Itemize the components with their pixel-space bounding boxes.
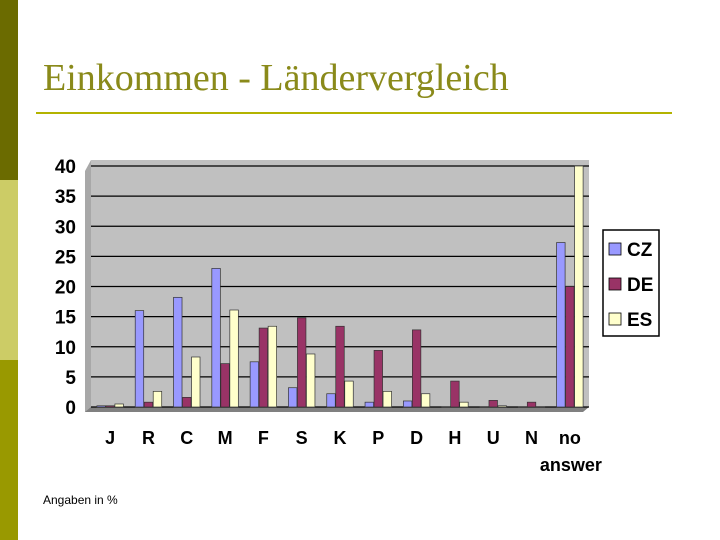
bar-cz-8 (403, 400, 413, 408)
bar-cz-3 (211, 268, 221, 408)
x-tick-label: F (258, 428, 269, 448)
bar-de-2 (182, 397, 192, 408)
bar-cz-1 (134, 310, 145, 408)
bar-de-5 (297, 317, 307, 408)
bar-de-11 (526, 401, 537, 408)
x-tick-label: U (487, 428, 500, 448)
bar-cz-5 (288, 387, 298, 408)
title-underline (36, 112, 672, 114)
legend-swatch-de (608, 277, 622, 291)
bar-es-4 (267, 325, 277, 408)
x-tick-label: K (334, 428, 347, 448)
bar-es-12 (574, 165, 584, 408)
x-tick-label: D (410, 428, 423, 448)
x-tick-label: H (448, 428, 461, 448)
bar-de-0 (105, 405, 115, 408)
bar-cz-2 (173, 296, 183, 408)
x-tick-label: no answer (540, 428, 602, 475)
legend-swatch-es (608, 312, 622, 326)
bar-de-9 (450, 380, 460, 408)
y-tick-label: 10 (55, 338, 76, 359)
decor-stripe-top (0, 0, 18, 180)
bar-cz-0 (96, 405, 106, 408)
y-tick-label: 25 (55, 247, 77, 268)
x-tick-label: P (372, 428, 384, 448)
bar-es-7 (382, 390, 392, 408)
units-note: Angaben in % (43, 493, 118, 507)
legend-label-cz: CZ (627, 240, 653, 261)
bar-de-8 (412, 329, 422, 408)
plot-floor (85, 407, 589, 412)
bar-de-12 (565, 286, 575, 408)
bar-de-4 (258, 327, 268, 408)
bar-es-0 (114, 403, 124, 408)
bar-cz-7 (364, 401, 374, 408)
bar-de-3 (220, 363, 230, 408)
decor-stripe-middle (0, 180, 18, 360)
bar-de-10 (488, 400, 498, 408)
x-tick-label: R (142, 428, 155, 448)
legend-swatch-cz (608, 242, 622, 256)
decor-stripe-bottom (0, 360, 18, 540)
y-tick-label: 15 (55, 308, 77, 329)
x-tick-label: J (105, 428, 115, 448)
bar-es-3 (229, 309, 239, 408)
x-tick-label: S (296, 428, 308, 448)
bar-cz-6 (326, 393, 336, 408)
bar-cz-12 (556, 242, 566, 408)
x-tick-label: C (180, 428, 193, 448)
legend-label-es: ES (627, 310, 652, 331)
bar-de-7 (373, 350, 383, 408)
bar-es-9 (459, 401, 469, 408)
bar-cz-4 (249, 361, 259, 408)
slide-title: Einkommen - Ländervergleich (43, 57, 509, 99)
legend-label-de: DE (627, 275, 653, 296)
bar-es-5 (306, 353, 316, 408)
y-tick-label: 40 (55, 157, 76, 178)
y-tick-label: 0 (65, 398, 76, 419)
bar-es-1 (152, 390, 163, 408)
x-tick-label: N (525, 428, 538, 448)
y-tick-label: 5 (65, 368, 76, 389)
y-tick-label: 35 (55, 187, 77, 208)
y-tick-label: 30 (55, 217, 76, 238)
x-tick-label: M (218, 428, 233, 448)
y-tick-label: 20 (55, 278, 76, 299)
bar-de-6 (335, 325, 345, 408)
bar-es-2 (191, 356, 201, 408)
bar-es-10 (497, 405, 507, 408)
bar-es-8 (421, 393, 431, 408)
bar-es-6 (344, 380, 354, 408)
bar-de-1 (143, 401, 154, 408)
